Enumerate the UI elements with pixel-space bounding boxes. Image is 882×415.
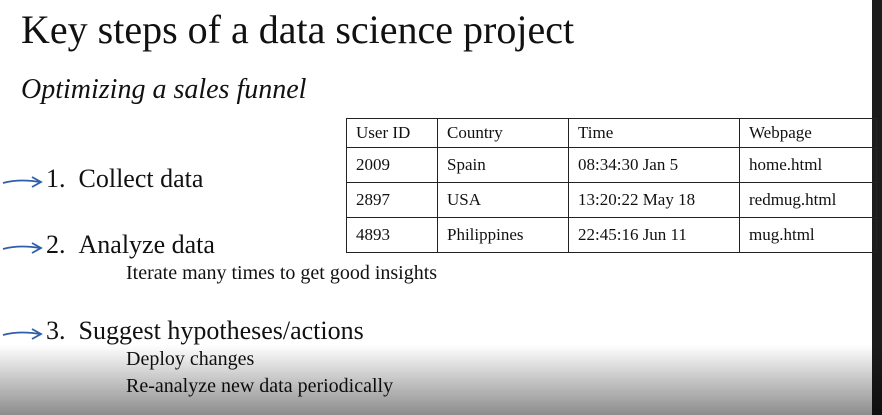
slide-subtitle: Optimizing a sales funnel (21, 74, 307, 105)
cell-country: USA (437, 182, 569, 218)
cell-user-id: 4893 (346, 217, 438, 253)
step-number: 1. (46, 164, 66, 193)
header-user-id: User ID (346, 118, 438, 148)
step-2-note: Iterate many times to get good insights (126, 262, 438, 284)
table-row: 2897 USA 13:20:22 May 18 redmug.html (346, 182, 877, 218)
header-webpage: Webpage (739, 118, 877, 148)
window-edge (872, 0, 882, 415)
cell-time: 22:45:16 Jun 11 (568, 217, 740, 253)
step-label: Collect data (78, 164, 204, 193)
user-log-table: User ID Country Time Webpage 2009 Spain … (346, 118, 877, 253)
cell-user-id: 2009 (346, 147, 438, 183)
slide-title: Key steps of a data science project (21, 7, 575, 52)
step-3-note-1: Deploy changes (126, 348, 255, 370)
arrow-icon (2, 242, 43, 254)
arrow-icon (2, 176, 43, 188)
table-header-row: User ID Country Time Webpage (346, 118, 877, 148)
cell-time: 13:20:22 May 18 (568, 182, 740, 218)
cell-webpage: mug.html (739, 217, 877, 253)
step-3: 3. Suggest hypotheses/actions (46, 316, 364, 346)
header-country: Country (437, 118, 569, 148)
step-label: Suggest hypotheses/actions (78, 316, 364, 345)
cell-time: 08:34:30 Jan 5 (568, 147, 740, 183)
step-1: 1. Collect data (46, 164, 203, 194)
header-time: Time (568, 118, 740, 148)
step-2: 2. Analyze data (46, 230, 215, 260)
step-number: 3. (46, 316, 66, 345)
cell-webpage: redmug.html (739, 182, 877, 218)
cell-country: Philippines (437, 217, 569, 253)
step-label: Analyze data (78, 230, 215, 259)
arrow-icon (2, 328, 43, 340)
step-number: 2. (46, 230, 66, 259)
table-row: 2009 Spain 08:34:30 Jan 5 home.html (346, 147, 877, 183)
step-3-note-2: Re-analyze new data periodically (126, 375, 394, 397)
cell-country: Spain (437, 147, 569, 183)
table-row: 4893 Philippines 22:45:16 Jun 11 mug.htm… (346, 217, 877, 253)
cell-user-id: 2897 (346, 182, 438, 218)
cell-webpage: home.html (739, 147, 877, 183)
